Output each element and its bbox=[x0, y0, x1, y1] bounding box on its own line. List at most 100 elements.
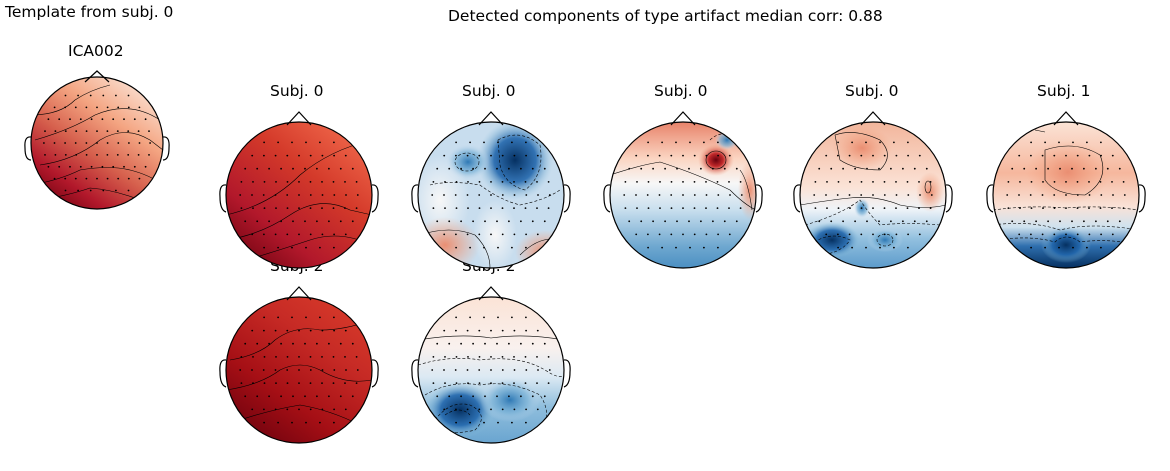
sensor-dot bbox=[1030, 141, 1032, 144]
sensor-dot bbox=[670, 207, 673, 210]
sensor-dot bbox=[251, 194, 253, 196]
sensor-dot bbox=[729, 194, 731, 196]
sensor-dot bbox=[693, 194, 696, 196]
sensor-dot bbox=[116, 130, 119, 133]
sensor-dot bbox=[304, 342, 306, 345]
sensor-dot bbox=[814, 181, 817, 183]
sensor-dot bbox=[624, 207, 627, 210]
sensor-dot bbox=[531, 395, 534, 398]
sensor-dot bbox=[332, 207, 335, 210]
sensor-dot bbox=[1071, 167, 1073, 170]
sensor-dot bbox=[1100, 233, 1102, 236]
sensor-dot bbox=[263, 316, 265, 319]
sensor-dot bbox=[513, 329, 516, 332]
sensor-dot bbox=[96, 106, 98, 109]
sensor-dot bbox=[460, 395, 462, 398]
sensor-dot bbox=[444, 181, 446, 183]
sensor-dot bbox=[316, 395, 318, 398]
sensor-dot bbox=[332, 356, 335, 358]
sensor-dot bbox=[469, 421, 471, 424]
sensor-dot bbox=[305, 316, 307, 319]
sensor-dot bbox=[837, 181, 840, 183]
sensor-dot bbox=[321, 356, 323, 358]
sensor-dot bbox=[543, 220, 546, 223]
sensor-dot bbox=[1030, 154, 1032, 157]
sensor-dot bbox=[1042, 207, 1044, 210]
sensor-dot bbox=[262, 194, 265, 196]
sensor-dot bbox=[525, 408, 527, 411]
sensor-dot bbox=[906, 207, 909, 210]
sensor-dot bbox=[1042, 181, 1044, 183]
sensor-dot bbox=[89, 94, 92, 97]
sensor-dot bbox=[472, 342, 474, 345]
sensor-dot bbox=[1041, 233, 1044, 236]
sensor-dot bbox=[484, 220, 486, 223]
sensor-dot bbox=[133, 118, 136, 121]
template-section-title: Template from subj. 0 bbox=[5, 3, 174, 21]
sensor-dot bbox=[455, 356, 458, 358]
sensor-dot bbox=[524, 382, 527, 384]
sensor-dot bbox=[244, 220, 247, 223]
sensor-dot bbox=[277, 246, 279, 249]
sensor-dot bbox=[316, 220, 318, 223]
sensor-dot bbox=[1065, 233, 1067, 236]
sensor-dot bbox=[333, 369, 336, 371]
sensor-dot bbox=[661, 246, 663, 249]
sensor-dot bbox=[321, 329, 324, 332]
sensor-dot bbox=[291, 421, 293, 424]
sensor-dot bbox=[127, 142, 130, 144]
sensor-dot bbox=[511, 421, 513, 424]
sensor-dot bbox=[543, 342, 546, 345]
sensor-dot bbox=[148, 154, 150, 156]
sensor-dot bbox=[490, 369, 492, 371]
sensor-dot bbox=[705, 181, 707, 183]
sensor-dots bbox=[623, 141, 743, 249]
sensor-dot bbox=[524, 181, 527, 183]
sensor-dot bbox=[455, 233, 457, 236]
sensor-dot bbox=[127, 106, 130, 109]
sensor-dot bbox=[321, 369, 324, 371]
sensor-dot bbox=[467, 207, 469, 210]
sensor-dot bbox=[682, 181, 684, 183]
sensor-dot bbox=[305, 421, 307, 424]
sensor-dot bbox=[333, 421, 335, 424]
sensor-dots bbox=[431, 316, 551, 424]
sensor-dot bbox=[717, 233, 719, 236]
sensor-dot bbox=[333, 233, 335, 236]
sensor-dot bbox=[700, 167, 702, 170]
sensor-dot bbox=[85, 130, 88, 133]
sensor-dot bbox=[251, 233, 254, 236]
sensor-dot bbox=[292, 220, 294, 223]
sensor-dot bbox=[85, 177, 88, 180]
sensor-dot bbox=[263, 382, 266, 384]
sensor-dot bbox=[728, 154, 731, 157]
sensor-dot bbox=[431, 369, 434, 371]
sensor-dot bbox=[1083, 167, 1085, 170]
sensor-dot bbox=[432, 207, 435, 210]
sensor-dot bbox=[298, 408, 300, 411]
sensor-dot bbox=[244, 342, 247, 345]
sensor-dot bbox=[133, 165, 136, 168]
sensor-dot bbox=[277, 421, 279, 424]
sensor-dot bbox=[513, 369, 516, 371]
sensor-dot bbox=[274, 154, 277, 157]
sensor-dot bbox=[1088, 207, 1090, 210]
sensor-dot bbox=[693, 233, 696, 236]
sensor-dot bbox=[513, 356, 515, 358]
sensor-dot bbox=[693, 154, 696, 157]
sensor-dot bbox=[328, 395, 330, 398]
sensor-dot bbox=[716, 181, 719, 183]
sensor-dot bbox=[501, 408, 504, 411]
sensor-dot bbox=[647, 181, 650, 183]
sensor-dot bbox=[478, 329, 481, 332]
sensor-dot bbox=[344, 356, 346, 358]
sensor-dot bbox=[508, 342, 510, 345]
sensor-dot bbox=[682, 233, 684, 236]
topomap-title-3: Subj. 0 bbox=[654, 82, 708, 100]
sensor-dot bbox=[454, 369, 457, 371]
sensor-dot bbox=[497, 141, 499, 144]
sensor-dot bbox=[298, 369, 300, 371]
sensor-dot bbox=[466, 194, 469, 196]
sensor-dot bbox=[883, 194, 886, 196]
sensor-dot bbox=[309, 194, 312, 196]
